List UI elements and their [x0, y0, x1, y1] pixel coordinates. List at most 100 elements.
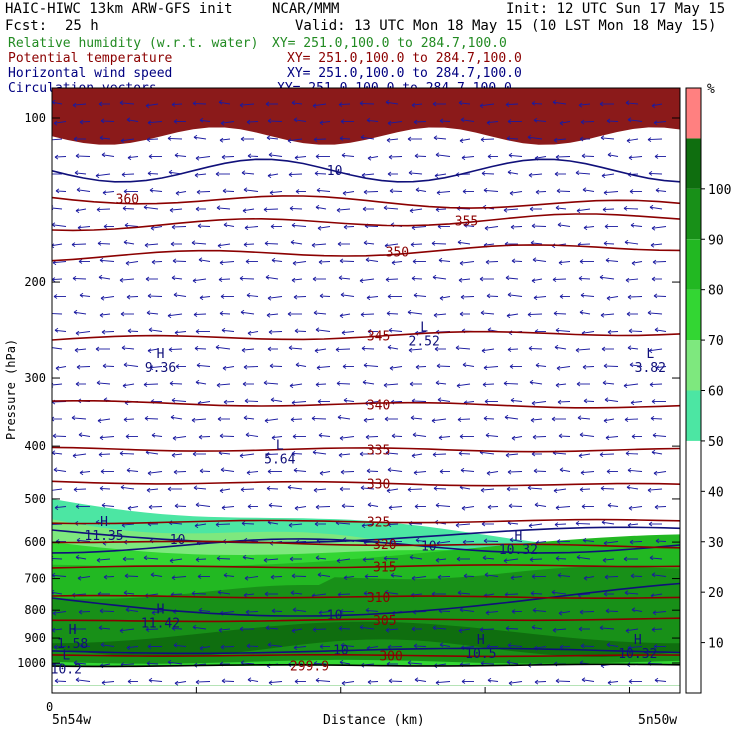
circulation-vector	[628, 330, 643, 332]
circulation-vector	[484, 226, 499, 229]
circulation-vector-head	[360, 312, 365, 317]
circulation-vector	[291, 401, 307, 404]
x-axis-left-label: 5n54w	[52, 713, 91, 728]
circulation-vector	[341, 505, 355, 507]
circulation-vector	[387, 646, 403, 648]
circulation-vector-head	[343, 224, 348, 230]
circulation-vector-head	[54, 505, 59, 511]
circulation-vector	[335, 348, 351, 351]
circulation-vector	[390, 574, 403, 577]
circulation-vector-head	[267, 469, 272, 474]
circulation-vector	[313, 662, 327, 665]
circulation-vector-head	[75, 330, 80, 336]
circulation-vector-head	[119, 100, 124, 106]
circulation-vector	[103, 576, 115, 578]
circulation-vector	[147, 121, 163, 124]
circulation-vector-head	[559, 294, 564, 299]
circulation-vector	[482, 557, 495, 560]
circulation-vector-head	[410, 242, 415, 247]
circulation-vector-head	[558, 610, 563, 616]
circulation-vector-head	[223, 399, 228, 405]
circulation-vector-head	[195, 502, 200, 508]
circulation-vector-head	[100, 118, 105, 124]
circulation-vector-head	[221, 505, 226, 511]
circulation-vector-head	[222, 188, 227, 194]
circulation-vector	[485, 434, 499, 437]
circulation-vector-head	[651, 103, 656, 109]
circulation-vector-head	[215, 171, 220, 177]
circulation-vector	[503, 558, 519, 562]
circulation-vector	[459, 663, 471, 666]
circulation-vector-head	[266, 135, 271, 141]
circulation-vector	[653, 295, 667, 297]
circulation-vector	[52, 574, 67, 577]
circulation-vector-head	[531, 278, 536, 284]
circulation-vector-head	[146, 137, 151, 142]
circulation-vector-head	[149, 365, 154, 371]
circulation-vector	[580, 121, 595, 123]
circulation-vector	[650, 243, 663, 246]
theta-contour-line	[52, 654, 680, 658]
circulation-vector-head	[337, 414, 342, 420]
circulation-vector-head	[629, 189, 634, 194]
circulation-vector	[625, 452, 639, 455]
circulation-vector	[486, 121, 499, 124]
circulation-vector	[215, 523, 231, 526]
circulation-vector-head	[174, 152, 179, 158]
circulation-vector	[341, 331, 355, 334]
circulation-vector	[126, 646, 139, 649]
circulation-vector-head	[527, 485, 532, 491]
circulation-vector	[171, 453, 183, 456]
circulation-vector-head	[144, 242, 149, 248]
circulation-vector-head	[627, 117, 632, 123]
circulation-vector-head	[461, 679, 466, 684]
circulation-vector-head	[240, 487, 245, 492]
circulation-vector-head	[174, 680, 179, 686]
circulation-vector-head	[654, 327, 659, 333]
circulation-vector	[126, 469, 139, 472]
circulation-vector	[367, 156, 379, 159]
circulation-vector-head	[289, 206, 294, 211]
circulation-vector-head	[508, 152, 513, 158]
circulation-vector-head	[245, 259, 250, 264]
circulation-vector-head	[431, 418, 436, 424]
circulation-vector	[151, 261, 163, 263]
circulation-vector	[627, 646, 643, 649]
circulation-vector	[411, 576, 427, 579]
circulation-vector-head	[195, 679, 200, 685]
circulation-vector	[52, 347, 63, 350]
circulation-vector	[291, 278, 303, 281]
circulation-vector	[340, 644, 355, 647]
circulation-vector-head	[95, 346, 100, 352]
circulation-vector-head	[314, 171, 319, 176]
circulation-vector	[626, 486, 639, 490]
circulation-vector	[264, 242, 279, 245]
circulation-vector	[54, 506, 67, 509]
circulation-vector	[294, 506, 307, 509]
circulation-vector-head	[220, 467, 225, 473]
circulation-vector	[484, 574, 499, 577]
circulation-vector-head	[385, 450, 390, 456]
circulation-vector-head	[192, 451, 197, 457]
circulation-vector	[600, 313, 615, 316]
circulation-vector-head	[601, 519, 606, 525]
circulation-vector-head	[409, 381, 414, 387]
circulation-vector-head	[338, 626, 343, 631]
circulation-vector	[122, 383, 135, 387]
circulation-vector-head	[194, 346, 199, 351]
circulation-vector-head	[287, 311, 292, 317]
circulation-vector-head	[435, 557, 440, 563]
circulation-vector-head	[191, 240, 196, 246]
circulation-vector-head	[148, 154, 153, 159]
circulation-vector	[647, 138, 663, 141]
circulation-vector	[340, 294, 355, 297]
circulation-vector	[267, 120, 283, 122]
circulation-vector-head	[631, 434, 636, 439]
extremum-value: 1.58	[57, 637, 88, 652]
circulation-vector	[52, 558, 63, 560]
circulation-vector	[52, 452, 63, 455]
circulation-vector-head	[313, 487, 318, 493]
circulation-vector-head	[343, 397, 348, 403]
circulation-vector	[362, 558, 375, 561]
circulation-vector-head	[479, 627, 484, 632]
